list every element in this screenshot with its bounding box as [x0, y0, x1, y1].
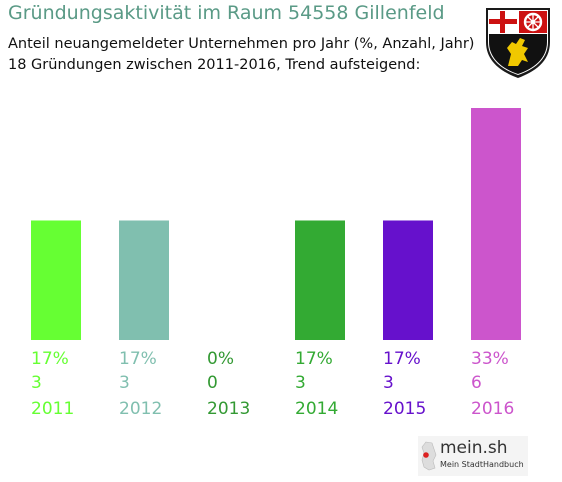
- year-label-2011: 2011: [31, 399, 74, 419]
- subtitle-line-2: 18 Gründungen zwischen 2011-2016, Trend …: [8, 57, 421, 73]
- percent-label-2015: 17%: [383, 349, 421, 369]
- percent-label-2011: 17%: [31, 349, 69, 369]
- percent-label-2014: 17%: [295, 349, 333, 369]
- bar-2011: [31, 220, 81, 340]
- subtitle-line-1: Anteil neuangemeldeter Unternehmen pro J…: [8, 36, 475, 52]
- count-label-2016: 6: [471, 373, 482, 393]
- count-label-2014: 3: [295, 373, 306, 393]
- count-label-2012: 3: [119, 373, 130, 393]
- bar-2012: [119, 220, 169, 340]
- year-label-2016: 2016: [471, 399, 514, 419]
- year-label-2013: 2013: [207, 399, 250, 419]
- brand-logo[interactable]: mein.sh Mein StadtHandbuch: [418, 436, 528, 476]
- bar-2016: [471, 108, 521, 340]
- percent-label-2016: 33%: [471, 349, 509, 369]
- count-label-2015: 3: [383, 373, 394, 393]
- percent-label-2013: 0%: [207, 349, 234, 369]
- percent-label-2012: 17%: [119, 349, 157, 369]
- chart-subtitle: Anteil neuangemeldeter Unternehmen pro J…: [8, 34, 474, 76]
- year-label-2012: 2012: [119, 399, 162, 419]
- count-label-2011: 3: [31, 373, 42, 393]
- logo-subtext: Mein StadtHandbuch: [440, 460, 524, 469]
- bar-2014: [295, 220, 345, 340]
- chart-title: Gründungsaktivität im Raum 54558 Gillenf…: [8, 2, 445, 24]
- germany-map-icon: [421, 441, 437, 471]
- bar-2015: [383, 220, 433, 340]
- year-label-2015: 2015: [383, 399, 426, 419]
- rhineland-palatinate-coat-of-arms-icon: [486, 8, 550, 78]
- count-label-2013: 0: [207, 373, 218, 393]
- logo-text: mein.sh: [440, 438, 508, 458]
- year-label-2014: 2014: [295, 399, 338, 419]
